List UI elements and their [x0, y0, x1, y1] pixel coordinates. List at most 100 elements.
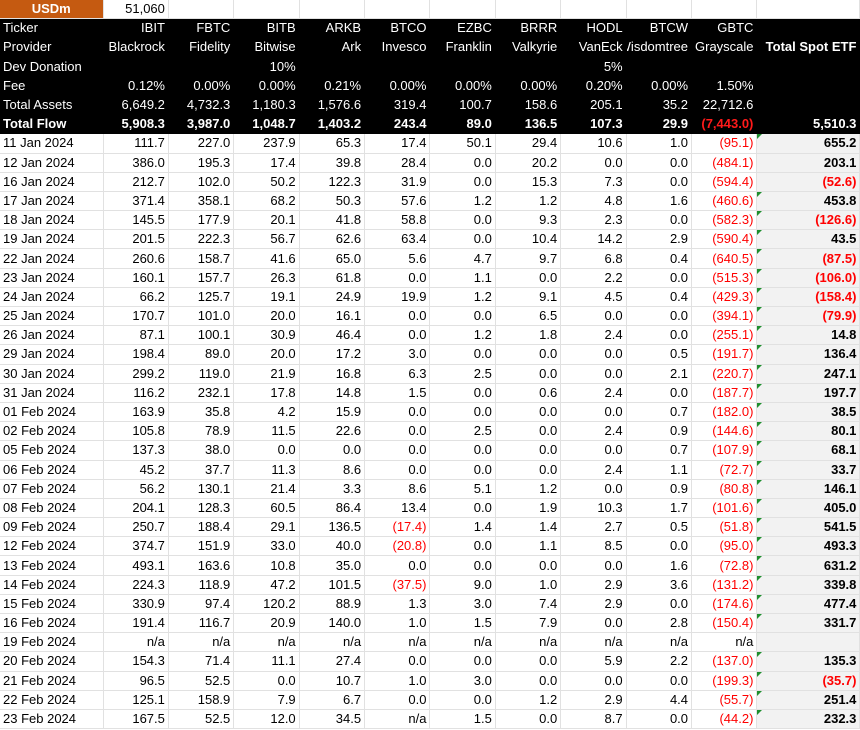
flow-cell-ezbc[interactable]: n/a — [429, 632, 496, 653]
flow-cell-bitb[interactable]: 17.4 — [233, 153, 300, 173]
flow-cell-hodl[interactable]: 2.4 — [560, 460, 627, 480]
total-spot-etf-cell[interactable]: (126.6) — [756, 210, 860, 231]
date-cell[interactable]: 11 Jan 2024 — [0, 133, 104, 154]
date-cell[interactable]: 18 Jan 2024 — [0, 210, 104, 231]
flow-cell-btco[interactable]: n/a — [364, 709, 431, 730]
total-spot-etf-cell[interactable]: (106.0) — [756, 268, 860, 288]
flow-cell-brrr[interactable]: 20.2 — [495, 153, 562, 173]
flow-cell-btcw[interactable]: 0.0 — [626, 709, 693, 730]
flow-cell-brrr[interactable]: 1.1 — [495, 536, 562, 557]
flow-cell-ibit[interactable]: 386.0 — [103, 153, 169, 173]
flow-cell-gbtc[interactable]: (182.0) — [691, 402, 758, 423]
flow-cell-brrr[interactable]: 1.4 — [495, 517, 562, 538]
total-spot-etf-cell[interactable]: 655.2 — [756, 133, 860, 154]
flow-cell-btco[interactable]: 28.4 — [364, 153, 431, 173]
flow-cell-ibit[interactable]: 330.9 — [103, 594, 169, 615]
flow-cell-btco[interactable]: 0.0 — [364, 651, 431, 672]
flow-cell-arkb[interactable]: 10.7 — [299, 671, 366, 691]
flow-cell-arkb[interactable]: 35.0 — [299, 555, 366, 576]
flow-cell-gbtc[interactable]: (51.8) — [691, 517, 758, 538]
fund-total-assets-cell[interactable]: 158.6 — [495, 95, 562, 116]
fund-ticker-cell[interactable]: BTCW — [626, 18, 693, 39]
flow-cell-gbtc[interactable]: (187.7) — [691, 383, 758, 403]
flow-cell-brrr[interactable]: 0.0 — [495, 671, 562, 691]
flow-cell-btcw[interactable]: 4.4 — [626, 690, 693, 710]
total-spot-etf-cell[interactable]: (35.7) — [756, 671, 860, 691]
flow-cell-brrr[interactable]: 0.0 — [495, 402, 562, 423]
flow-cell-arkb[interactable]: 16.8 — [299, 364, 366, 384]
flow-cell-gbtc[interactable]: (484.1) — [691, 153, 758, 173]
date-cell[interactable]: 16 Jan 2024 — [0, 172, 104, 192]
fund-fee-cell[interactable]: 0.21% — [299, 76, 366, 96]
fund-total-flow-cell[interactable]: (7,443.0) — [691, 114, 758, 135]
flow-cell-gbtc[interactable]: (131.2) — [691, 575, 758, 595]
flow-cell-bitb[interactable]: 20.0 — [233, 344, 300, 365]
flow-cell-fbtc[interactable]: 125.7 — [168, 287, 235, 308]
flow-cell-gbtc[interactable]: (590.4) — [691, 229, 758, 250]
fund-dev-donation-cell[interactable]: 5% — [560, 57, 627, 77]
flow-cell-fbtc[interactable]: 158.9 — [168, 690, 235, 710]
flow-cell-fbtc[interactable]: 151.9 — [168, 536, 235, 557]
fund-fee-cell[interactable]: 0.12% — [103, 76, 169, 96]
flow-cell-fbtc[interactable]: 52.5 — [168, 709, 235, 730]
flow-cell-btco[interactable]: 1.5 — [364, 383, 431, 403]
flow-cell-ibit[interactable]: 116.2 — [103, 383, 169, 403]
flow-cell-ibit[interactable]: 87.1 — [103, 325, 169, 346]
fund-provider-cell[interactable]: Grayscale — [691, 37, 758, 58]
total-spot-etf-header[interactable]: Total Spot ETF — [756, 37, 860, 58]
flow-cell-fbtc[interactable]: 119.0 — [168, 364, 235, 384]
fund-dev-donation-cell[interactable] — [103, 57, 169, 77]
empty-cell[interactable] — [756, 95, 860, 116]
empty-cell[interactable] — [299, 0, 366, 20]
flow-cell-bitb[interactable]: 120.2 — [233, 594, 300, 615]
flow-cell-bitb[interactable]: 60.5 — [233, 498, 300, 519]
date-cell[interactable]: 31 Jan 2024 — [0, 383, 104, 403]
flow-cell-bitb[interactable]: 0.0 — [233, 440, 300, 461]
fund-provider-cell[interactable]: Blackrock — [103, 37, 169, 58]
flow-cell-hodl[interactable]: 0.0 — [560, 364, 627, 384]
date-cell[interactable]: 29 Jan 2024 — [0, 344, 104, 365]
flow-cell-bitb[interactable]: 26.3 — [233, 268, 300, 288]
flow-cell-bitb[interactable]: n/a — [233, 632, 300, 653]
flow-cell-ibit[interactable]: 198.4 — [103, 344, 169, 365]
fund-ticker-cell[interactable]: BRRR — [495, 18, 562, 39]
flow-cell-arkb[interactable]: 41.8 — [299, 210, 366, 231]
empty-cell[interactable] — [560, 0, 627, 20]
flow-cell-ibit[interactable]: 145.5 — [103, 210, 169, 231]
fund-total-assets-cell[interactable]: 1,180.3 — [233, 95, 300, 116]
flow-cell-btcw[interactable]: 0.0 — [626, 594, 693, 615]
total-spot-etf-cell[interactable]: 247.1 — [756, 364, 860, 384]
fund-fee-cell[interactable]: 1.50% — [691, 76, 758, 96]
date-cell[interactable]: 23 Feb 2024 — [0, 709, 104, 730]
flow-cell-arkb[interactable]: 17.2 — [299, 344, 366, 365]
flow-cell-brrr[interactable]: 0.0 — [495, 364, 562, 384]
flow-cell-brrr[interactable]: 15.3 — [495, 172, 562, 192]
flow-cell-gbtc[interactable]: (594.4) — [691, 172, 758, 192]
flow-cell-btco[interactable]: 0.0 — [364, 440, 431, 461]
flow-cell-gbtc[interactable]: (220.7) — [691, 364, 758, 384]
flow-cell-gbtc[interactable]: (107.9) — [691, 440, 758, 461]
date-cell[interactable]: 13 Feb 2024 — [0, 555, 104, 576]
flow-cell-arkb[interactable]: 3.3 — [299, 479, 366, 499]
flow-cell-bitb[interactable]: 11.1 — [233, 651, 300, 672]
flow-cell-btcw[interactable]: 2.8 — [626, 613, 693, 634]
flow-cell-ibit[interactable]: 160.1 — [103, 268, 169, 288]
total-spot-etf-cell[interactable]: (158.4) — [756, 287, 860, 308]
flow-cell-gbtc[interactable]: (394.1) — [691, 306, 758, 327]
flow-cell-brrr[interactable]: 1.0 — [495, 575, 562, 595]
flow-cell-arkb[interactable]: 40.0 — [299, 536, 366, 557]
flow-cell-gbtc[interactable]: (515.3) — [691, 268, 758, 288]
flow-cell-ibit[interactable]: 105.8 — [103, 421, 169, 442]
flow-cell-ezbc[interactable]: 0.0 — [429, 383, 496, 403]
total-spot-etf-cell[interactable]: (79.9) — [756, 306, 860, 327]
flow-cell-brrr[interactable]: 1.9 — [495, 498, 562, 519]
flow-cell-brrr[interactable]: 1.2 — [495, 479, 562, 499]
flow-cell-fbtc[interactable]: 358.1 — [168, 191, 235, 212]
flow-cell-arkb[interactable]: 6.7 — [299, 690, 366, 710]
flow-cell-arkb[interactable]: 86.4 — [299, 498, 366, 519]
flow-cell-hodl[interactable]: 2.9 — [560, 594, 627, 615]
flow-cell-ibit[interactable]: 56.2 — [103, 479, 169, 499]
flow-cell-ibit[interactable]: 167.5 — [103, 709, 169, 730]
flow-cell-arkb[interactable]: 101.5 — [299, 575, 366, 595]
empty-cell[interactable] — [756, 76, 860, 96]
